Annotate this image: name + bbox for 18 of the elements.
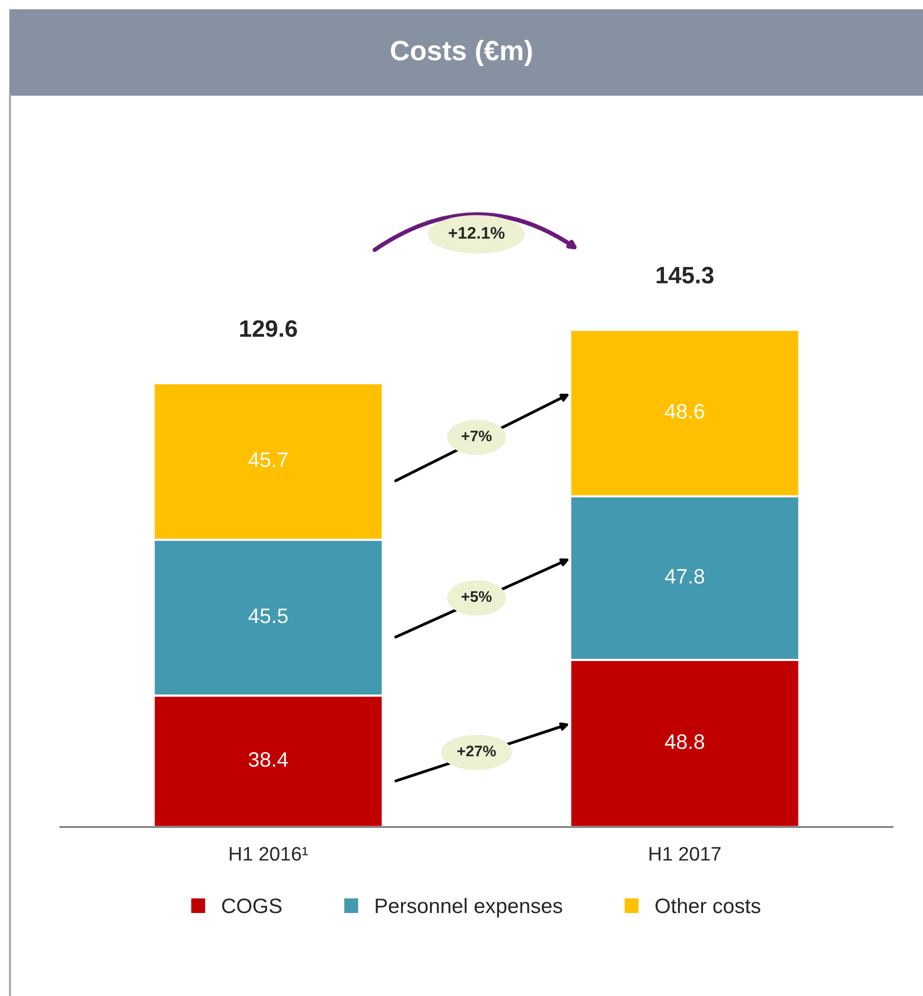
legend-label: COGS bbox=[222, 898, 282, 914]
data-label: 47.8 bbox=[664, 568, 704, 584]
legend-label: Other costs bbox=[656, 898, 760, 914]
annotation: +5% bbox=[462, 591, 492, 602]
data-label: 45.5 bbox=[248, 608, 288, 624]
chart-title: Costs (€m) bbox=[390, 40, 532, 66]
annotation: +7% bbox=[462, 430, 492, 442]
x-tick-label: H1 2016¹ bbox=[230, 846, 308, 861]
data-label: 45.7 bbox=[248, 452, 288, 468]
annotation: +27% bbox=[457, 746, 496, 756]
data-label: 48.8 bbox=[664, 734, 704, 750]
data-label: 48.6 bbox=[664, 404, 704, 419]
x-tick-label: H1 2017 bbox=[650, 846, 721, 861]
data-label: 38.4 bbox=[248, 752, 288, 767]
total-label: 145.3 bbox=[656, 266, 714, 284]
total-label: 129.6 bbox=[240, 320, 297, 337]
legend-label: Personnel expenses bbox=[376, 898, 562, 918]
text: +12.1% bbox=[448, 226, 505, 239]
